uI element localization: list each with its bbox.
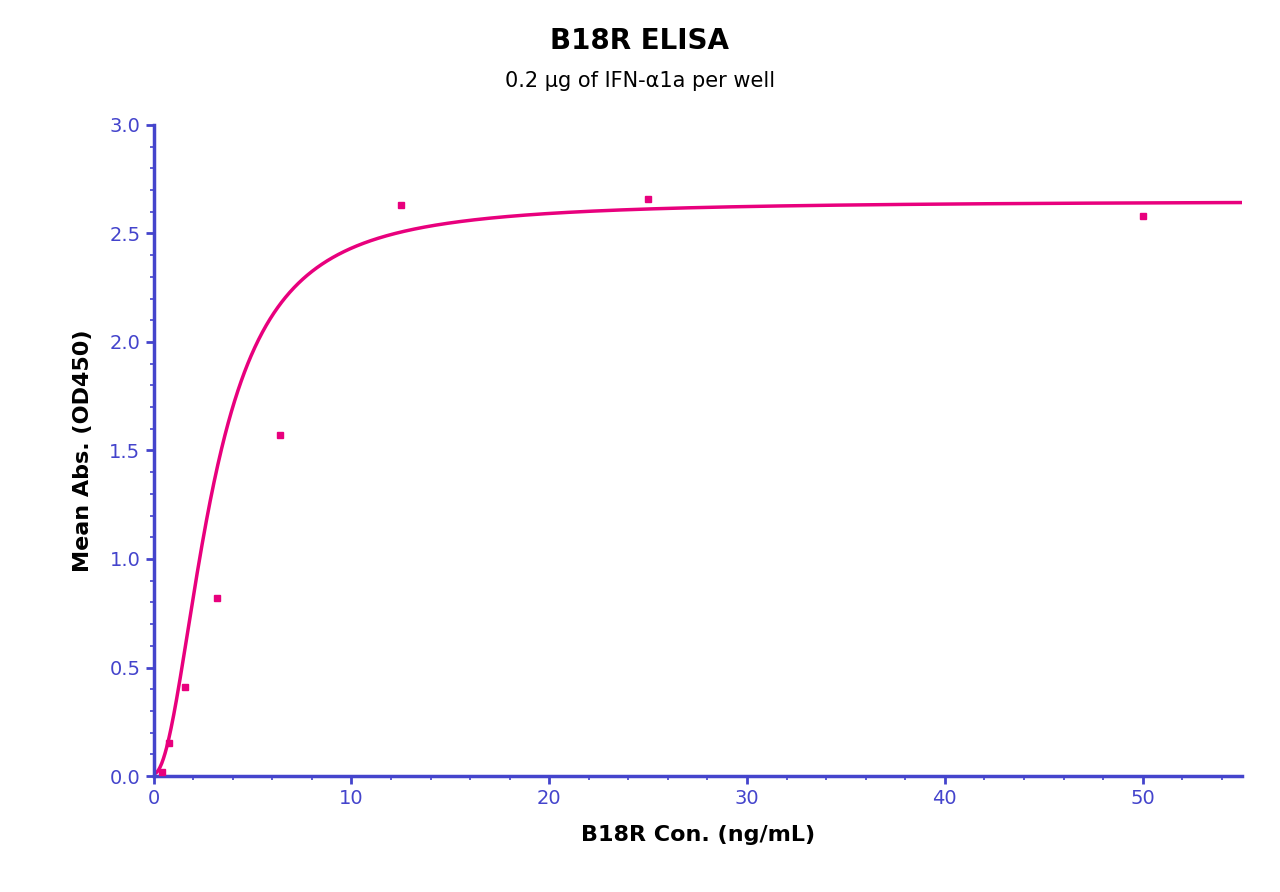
Text: 0.2 μg of IFN-α1a per well: 0.2 μg of IFN-α1a per well [504,71,776,91]
Text: B18R ELISA: B18R ELISA [550,27,730,54]
Y-axis label: Mean Abs. (OD450): Mean Abs. (OD450) [73,329,92,572]
X-axis label: B18R Con. (ng/mL): B18R Con. (ng/mL) [581,825,814,845]
